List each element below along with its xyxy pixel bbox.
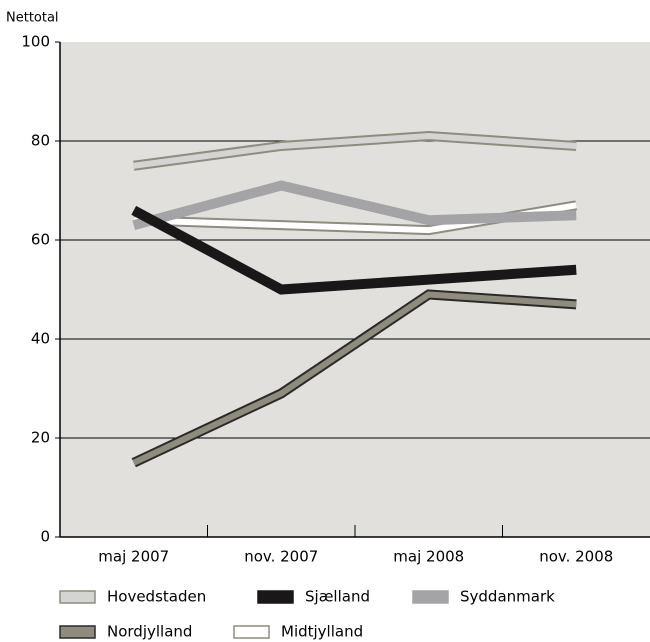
y-tick-label: 40 <box>31 330 50 348</box>
line <box>132 291 577 466</box>
legend-label: Sjælland <box>305 588 370 606</box>
x-tick-label: nov. 2008 <box>539 548 613 566</box>
legend-label: Midtjylland <box>281 623 363 641</box>
y-tick-label: 20 <box>31 429 50 447</box>
y-tick-label: 0 <box>40 528 50 546</box>
y-axis-label: Nettotal <box>6 11 59 26</box>
legend-swatch <box>233 625 270 639</box>
y-tick-label: 60 <box>31 231 50 249</box>
legend-swatch <box>59 590 96 604</box>
legend-swatch <box>412 590 449 604</box>
legend-swatch <box>257 590 294 604</box>
line <box>132 180 577 230</box>
x-tick-label: maj 2007 <box>98 548 169 566</box>
y-tick-label: 100 <box>21 33 50 51</box>
legend-swatch <box>59 625 96 639</box>
line <box>131 205 577 295</box>
y-tick-label: 80 <box>31 132 50 150</box>
legend-label: Nordjylland <box>107 623 192 641</box>
line <box>133 133 577 169</box>
x-tick-label: nov. 2007 <box>244 548 318 566</box>
legend-label: Syddanmark <box>460 588 555 606</box>
x-tick-label: maj 2008 <box>393 548 464 566</box>
legend-label: Hovedstaden <box>107 588 206 606</box>
